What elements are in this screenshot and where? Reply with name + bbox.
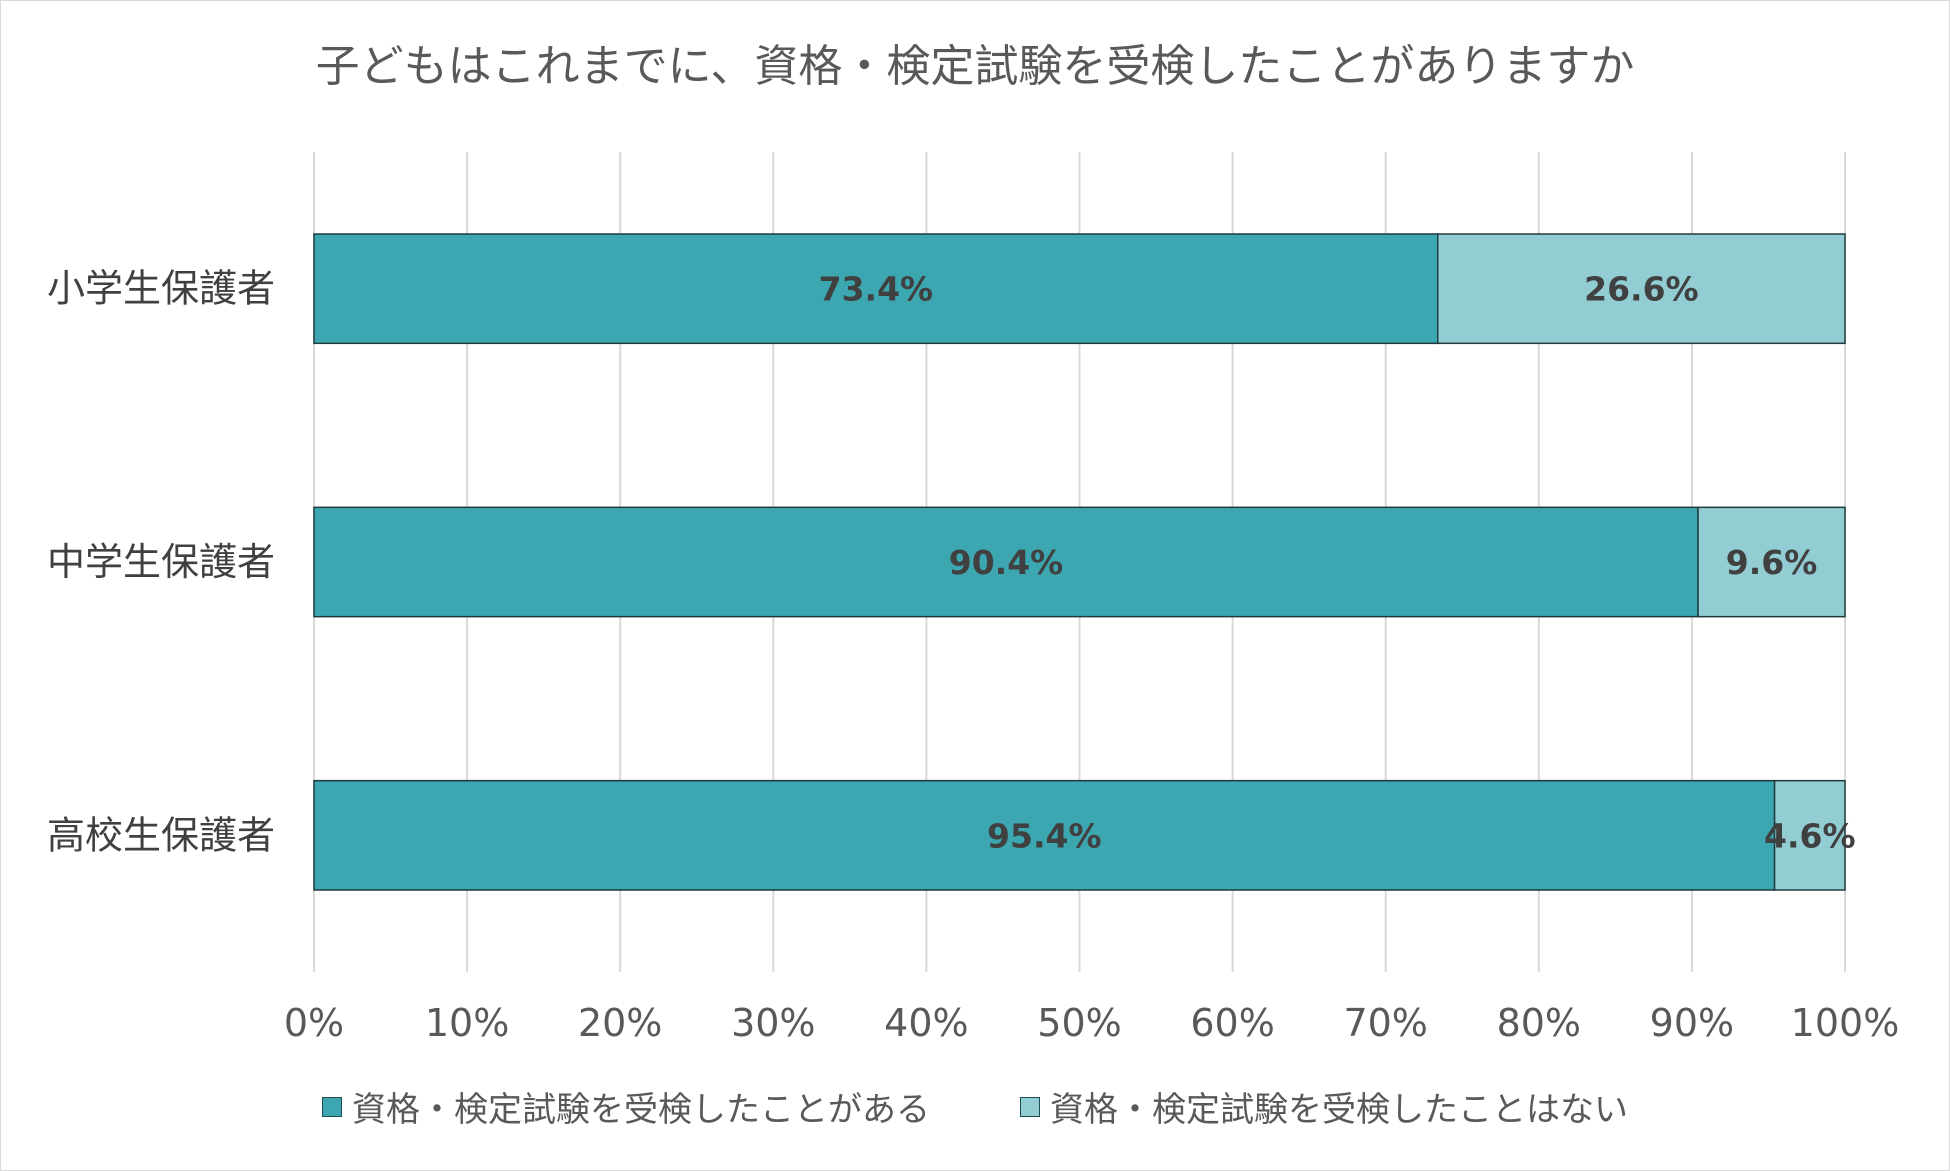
category-label: 中学生保護者 [47, 540, 275, 584]
data-label: 73.4% [819, 270, 934, 309]
legend-swatch-taken [322, 1096, 342, 1117]
chart-legend: 資格・検定試験を受検したことがある 資格・検定試験を受検したことはない [0, 1082, 1950, 1131]
bar-segment [313, 779, 1776, 891]
legend-item-taken: 資格・検定試験を受検したことがある [322, 1082, 930, 1131]
data-label: 26.6% [1584, 270, 1699, 309]
x-tick-label: 50% [1037, 1001, 1121, 1045]
x-tick-label: 80% [1497, 1001, 1581, 1045]
legend-item-not-taken: 資格・検定試験を受検したことはない [1020, 1082, 1628, 1131]
legend-swatch-not-taken [1020, 1096, 1040, 1117]
data-label: 9.6% [1726, 543, 1818, 582]
data-label: 4.6% [1764, 816, 1856, 855]
x-tick-label: 90% [1650, 1001, 1734, 1045]
chart-title: 子どもはこれまでに、資格・検定試験を受検したことがありますか [315, 41, 1635, 92]
x-tick-label: 40% [884, 1001, 968, 1045]
bar-segment [1773, 779, 1846, 891]
bar-segment [1697, 506, 1846, 618]
x-tick-label: 10% [425, 1001, 509, 1045]
bar-segment [1437, 233, 1846, 345]
x-tick-label: 20% [578, 1001, 662, 1045]
x-tick-label: 30% [731, 1001, 815, 1045]
legend-label-taken: 資格・検定試験を受検したことがある [352, 1090, 930, 1130]
category-label: 高校生保護者 [47, 813, 275, 857]
legend-label-not-taken: 資格・検定試験を受検したことはない [1050, 1090, 1628, 1130]
x-tick-label: 100% [1791, 1001, 1900, 1045]
data-label: 90.4% [949, 543, 1064, 582]
data-label: 95.4% [987, 816, 1102, 855]
x-tick-label: 0% [284, 1001, 344, 1045]
category-label: 小学生保護者 [47, 267, 275, 311]
x-tick-label: 60% [1190, 1001, 1274, 1045]
x-tick-label: 70% [1343, 1001, 1427, 1045]
